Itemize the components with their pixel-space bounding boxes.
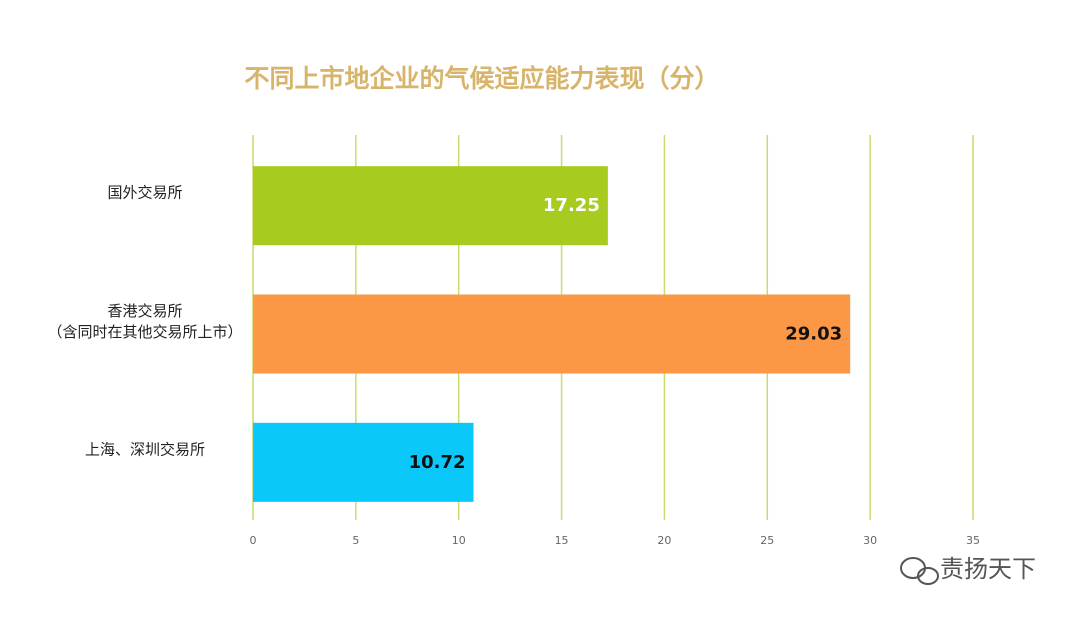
x-tick-label: 20 [657, 534, 671, 547]
value-label: 29.03 [785, 324, 842, 345]
x-tick-label: 15 [555, 534, 569, 547]
chart-title: 不同上市地企业的气候适应能力表现（分） [244, 64, 719, 93]
category-label: 香港交易所 （含同时在其他交易所上市） [47, 301, 243, 341]
bar [253, 294, 851, 374]
watermark: 责扬天下 [940, 555, 1036, 583]
value-label: 17.25 [543, 195, 600, 216]
category-label: 上海、深圳交易所 [84, 440, 205, 459]
x-tick-label: 30 [863, 534, 877, 547]
watermark-icon [900, 557, 939, 585]
category-label: 国外交易所 [107, 183, 183, 202]
bar [253, 166, 608, 246]
x-tick-label: 0 [250, 534, 257, 547]
x-tick-label: 25 [760, 534, 774, 547]
bar [253, 422, 474, 502]
x-tick-label: 5 [352, 534, 359, 547]
x-tick-label: 35 [966, 534, 980, 547]
value-label: 10.72 [409, 452, 466, 473]
x-tick-label: 10 [452, 534, 466, 547]
